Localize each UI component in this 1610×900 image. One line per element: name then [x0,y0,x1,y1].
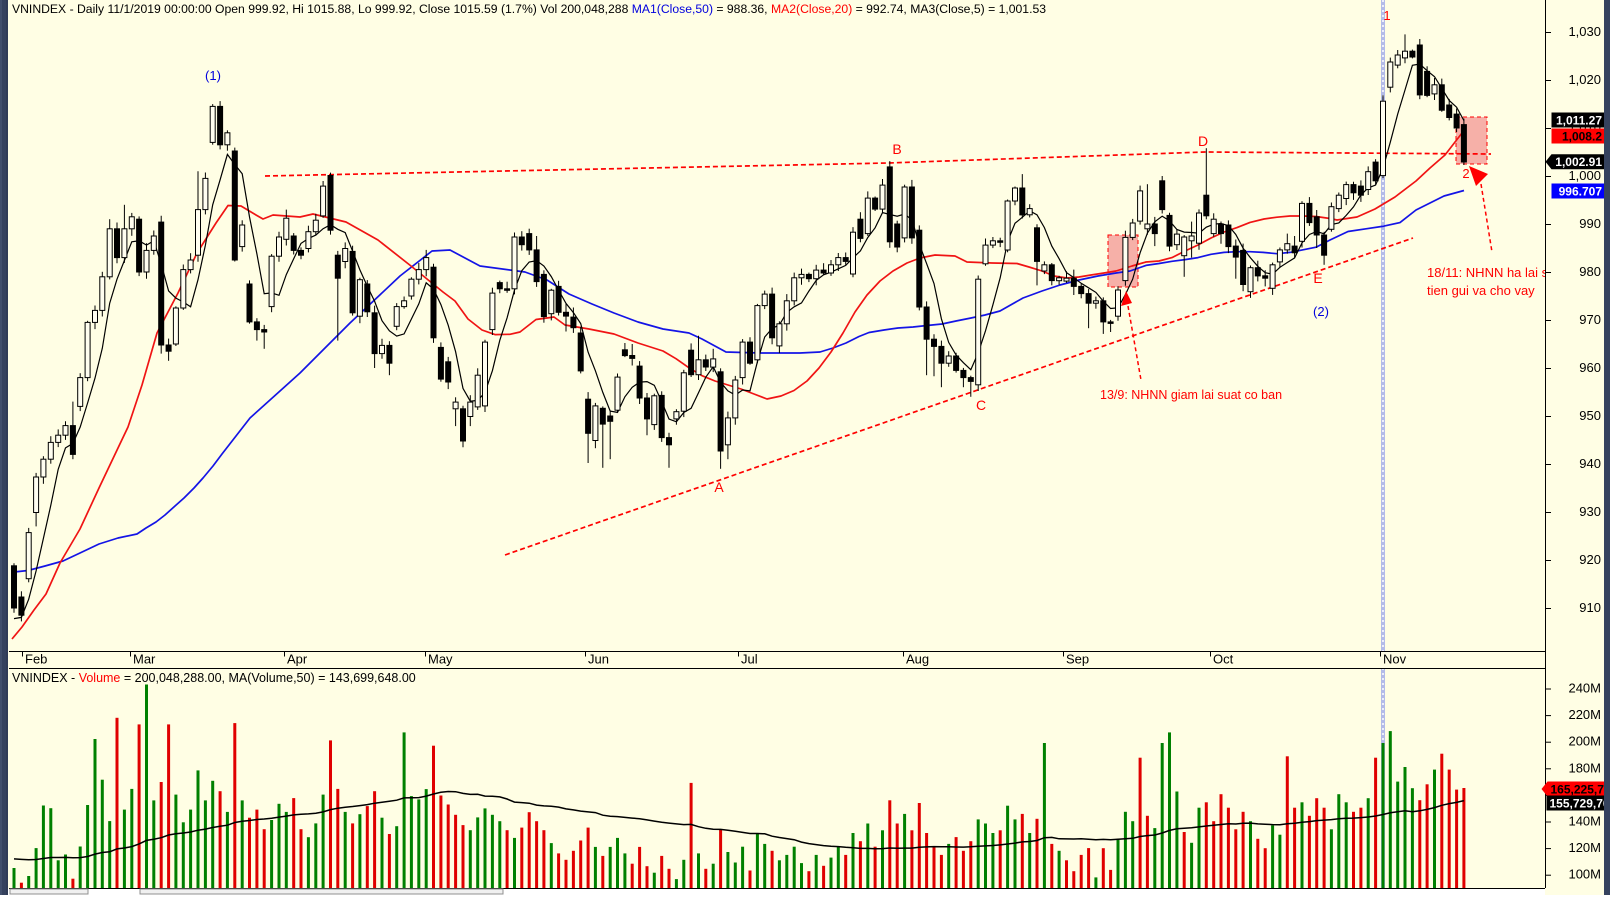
svg-text:Oct: Oct [1213,652,1234,667]
svg-text:VNINDEX - Daily 11/1/2019 00:0: VNINDEX - Daily 11/1/2019 00:00:00 Open … [12,2,1046,16]
svg-text:Mar: Mar [133,652,156,667]
svg-text:996.707: 996.707 [1559,185,1603,199]
svg-text:990: 990 [1579,216,1601,231]
svg-text:960: 960 [1579,360,1601,375]
svg-text:180M: 180M [1568,760,1601,775]
svg-text:VNINDEX - Volume = 200,048,288: VNINDEX - Volume = 200,048,288.00, MA(Vo… [12,671,416,685]
svg-text:2: 2 [1462,166,1469,181]
svg-text:1,008.2: 1,008.2 [1562,130,1602,144]
svg-text:220M: 220M [1568,707,1601,722]
svg-text:May: May [428,652,453,667]
svg-text:140M: 140M [1568,814,1601,829]
svg-text:1,011.27: 1,011.27 [1556,114,1602,128]
svg-text:Jul: Jul [741,652,758,667]
svg-text:Nov: Nov [1383,652,1407,667]
svg-text:930: 930 [1579,504,1601,519]
svg-text:tien gui va cho vay: tien gui va cho vay [1427,283,1535,298]
svg-text:B: B [892,141,901,157]
svg-text:1,000: 1,000 [1568,168,1601,183]
svg-text:A: A [714,479,724,495]
svg-text:C: C [976,397,986,413]
svg-text:910: 910 [1579,600,1601,615]
svg-text:Apr: Apr [287,652,308,667]
svg-text:970: 970 [1579,312,1601,327]
svg-text:940: 940 [1579,456,1601,471]
svg-text:E: E [1313,270,1322,286]
svg-text:165,225,78: 165,225,78 [1551,783,1610,797]
svg-text:D: D [1198,133,1208,149]
svg-text:1,020: 1,020 [1568,72,1601,87]
svg-text:1,030: 1,030 [1568,24,1601,39]
svg-text:980: 980 [1579,264,1601,279]
svg-text:155,729,76: 155,729,76 [1550,797,1610,811]
svg-text:1,002.91: 1,002.91 [1555,155,1602,169]
svg-text:100M: 100M [1568,867,1601,882]
svg-text:Sep: Sep [1066,652,1089,667]
svg-text:120M: 120M [1568,840,1601,855]
svg-text:Feb: Feb [25,652,47,667]
svg-text:13/9: NHNN giam lai suat co ba: 13/9: NHNN giam lai suat co ban [1100,388,1282,402]
svg-text:1: 1 [1383,8,1390,23]
svg-text:(1): (1) [205,68,221,83]
svg-text:(2): (2) [1313,304,1329,319]
svg-text:200M: 200M [1568,734,1601,749]
svg-text:Jun: Jun [588,652,609,667]
svg-text:240M: 240M [1568,681,1601,696]
svg-text:920: 920 [1579,552,1601,567]
svg-text:Aug: Aug [906,652,929,667]
svg-text:950: 950 [1579,408,1601,423]
